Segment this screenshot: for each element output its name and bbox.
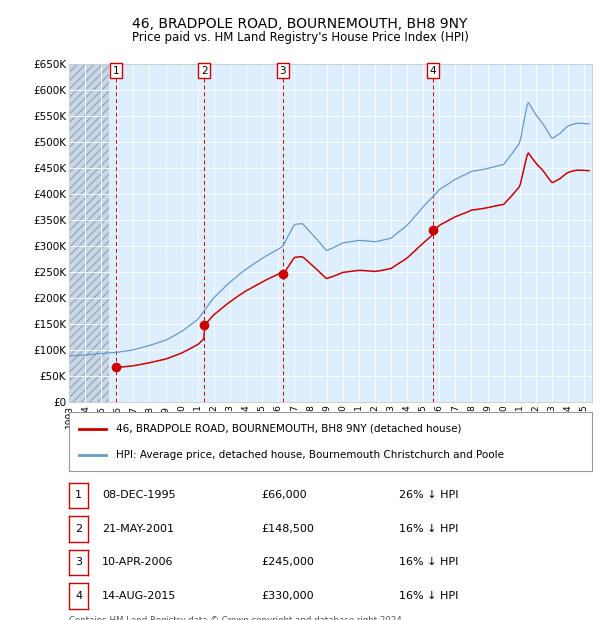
Text: 16% ↓ HPI: 16% ↓ HPI	[399, 557, 458, 567]
Text: HPI: Average price, detached house, Bournemouth Christchurch and Poole: HPI: Average price, detached house, Bour…	[116, 450, 504, 459]
Text: 1: 1	[113, 66, 119, 76]
Text: 4: 4	[75, 591, 82, 601]
Text: 1: 1	[75, 490, 82, 500]
Text: £66,000: £66,000	[261, 490, 307, 500]
Text: 10-APR-2006: 10-APR-2006	[102, 557, 173, 567]
Text: Contains HM Land Registry data © Crown copyright and database right 2024.
This d: Contains HM Land Registry data © Crown c…	[69, 616, 404, 620]
Text: 21-MAY-2001: 21-MAY-2001	[102, 524, 174, 534]
Text: 3: 3	[75, 557, 82, 567]
Text: 2: 2	[75, 524, 82, 534]
Text: Price paid vs. HM Land Registry's House Price Index (HPI): Price paid vs. HM Land Registry's House …	[131, 31, 469, 44]
Text: £148,500: £148,500	[261, 524, 314, 534]
Text: 46, BRADPOLE ROAD, BOURNEMOUTH, BH8 9NY: 46, BRADPOLE ROAD, BOURNEMOUTH, BH8 9NY	[133, 17, 467, 31]
Text: 4: 4	[430, 66, 436, 76]
Text: 08-DEC-1995: 08-DEC-1995	[102, 490, 176, 500]
Text: 46, BRADPOLE ROAD, BOURNEMOUTH, BH8 9NY (detached house): 46, BRADPOLE ROAD, BOURNEMOUTH, BH8 9NY …	[116, 424, 461, 434]
Text: 16% ↓ HPI: 16% ↓ HPI	[399, 591, 458, 601]
Text: £245,000: £245,000	[261, 557, 314, 567]
Text: £330,000: £330,000	[261, 591, 314, 601]
Text: 2: 2	[201, 66, 208, 76]
Text: 26% ↓ HPI: 26% ↓ HPI	[399, 490, 458, 500]
Text: 3: 3	[280, 66, 286, 76]
Text: 16% ↓ HPI: 16% ↓ HPI	[399, 524, 458, 534]
Polygon shape	[69, 64, 109, 402]
Text: 14-AUG-2015: 14-AUG-2015	[102, 591, 176, 601]
